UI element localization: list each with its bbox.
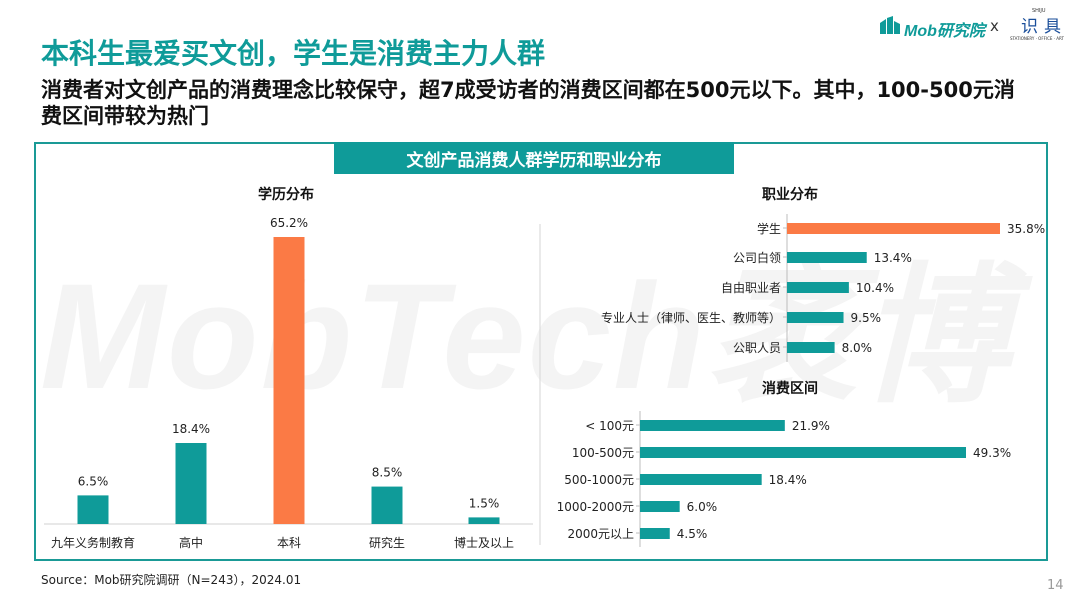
brand-logos: Mob研究院 x SHIJU 识具 STATIONERY · OFFICE · … — [876, 8, 1076, 44]
occupation-chart-title: 职业分布 — [762, 187, 818, 203]
occupation-category-label: 公职人员 — [733, 341, 781, 355]
page-subtitle: 消费者对文创产品的消费理念比较保守，超7成受访者的消费区间都在500元以下。其中… — [41, 78, 1015, 128]
occupation-category-label: 公司白领 — [733, 250, 781, 265]
partner-logo-text: 识具 — [1021, 17, 1067, 37]
education-category-label: 博士及以上 — [454, 535, 514, 550]
spending-category-label: 100-500元 — [572, 446, 634, 460]
education-bar — [175, 443, 207, 524]
spending-bar-label: 4.5% — [677, 527, 708, 541]
education-category-label: 研究生 — [369, 535, 405, 550]
education-category-label: 高中 — [179, 535, 203, 550]
spending-bar — [640, 501, 680, 512]
education-bar — [371, 486, 403, 524]
education-bar-label: 65.2% — [270, 216, 308, 230]
education-bar — [273, 237, 305, 524]
spending-bar-label: 49.3% — [973, 446, 1011, 460]
occupation-bar-label: 35.8% — [1007, 222, 1045, 236]
occupation-bar-label: 9.5% — [851, 311, 882, 325]
occupation-bar — [787, 252, 867, 263]
mob-logo-icon — [880, 16, 900, 34]
education-bar-label: 8.5% — [372, 466, 403, 480]
education-bar — [77, 495, 109, 524]
source-footnote: Source：Mob研究院调研（N=243），2024.01 — [41, 573, 302, 587]
occupation-bar — [787, 282, 849, 293]
education-chart-title: 学历分布 — [258, 187, 314, 203]
education-category-label: 本科 — [277, 536, 301, 550]
occupation-bar-label: 13.4% — [874, 251, 912, 265]
spending-chart-title: 消费区间 — [762, 381, 818, 397]
occupation-bar-label: 8.0% — [842, 341, 873, 355]
occupation-category-label: 学生 — [757, 221, 781, 236]
occupation-bar — [787, 342, 835, 353]
page-number: 14 — [1047, 578, 1064, 593]
occupation-bar-label: 10.4% — [856, 281, 894, 295]
page-title: 本科生最爱买文创，学生是消费主力人群 — [41, 37, 546, 70]
education-bar-label: 6.5% — [78, 474, 109, 488]
mob-logo-text: Mob研究院 — [904, 23, 985, 40]
education-bar — [468, 517, 500, 524]
spending-bar-label: 21.9% — [792, 419, 830, 433]
spending-bar — [640, 420, 785, 431]
spending-category-label: 500-1000元 — [564, 473, 634, 487]
spending-bar — [640, 474, 762, 485]
spending-bar-label: 18.4% — [769, 473, 807, 487]
logo-separator: x — [990, 17, 999, 35]
spending-bar — [640, 528, 670, 539]
occupation-category-label: 专业人士（律师、医生、教师等） — [601, 310, 781, 325]
panel-header: 文创产品消费人群学历和职业分布 — [334, 142, 734, 174]
education-bar-label: 18.4% — [172, 422, 210, 436]
occupation-bar — [787, 312, 844, 323]
partner-logo-subtext: STATIONERY · OFFICE · ART — [1010, 36, 1064, 41]
spending-category-label: 2000元以上 — [567, 527, 634, 541]
occupation-bar — [787, 223, 1000, 234]
spending-category-label: 1000-2000元 — [557, 500, 634, 514]
spending-bar-label: 6.0% — [687, 500, 718, 514]
education-category-label: 九年义务制教育 — [51, 535, 135, 550]
spending-bar — [640, 447, 966, 458]
education-bar-label: 1.5% — [469, 496, 500, 510]
spending-category-label: < 100元 — [585, 419, 634, 433]
occupation-category-label: 自由职业者 — [721, 281, 781, 295]
partner-logo-small-text: SHIJU — [1032, 8, 1046, 14]
